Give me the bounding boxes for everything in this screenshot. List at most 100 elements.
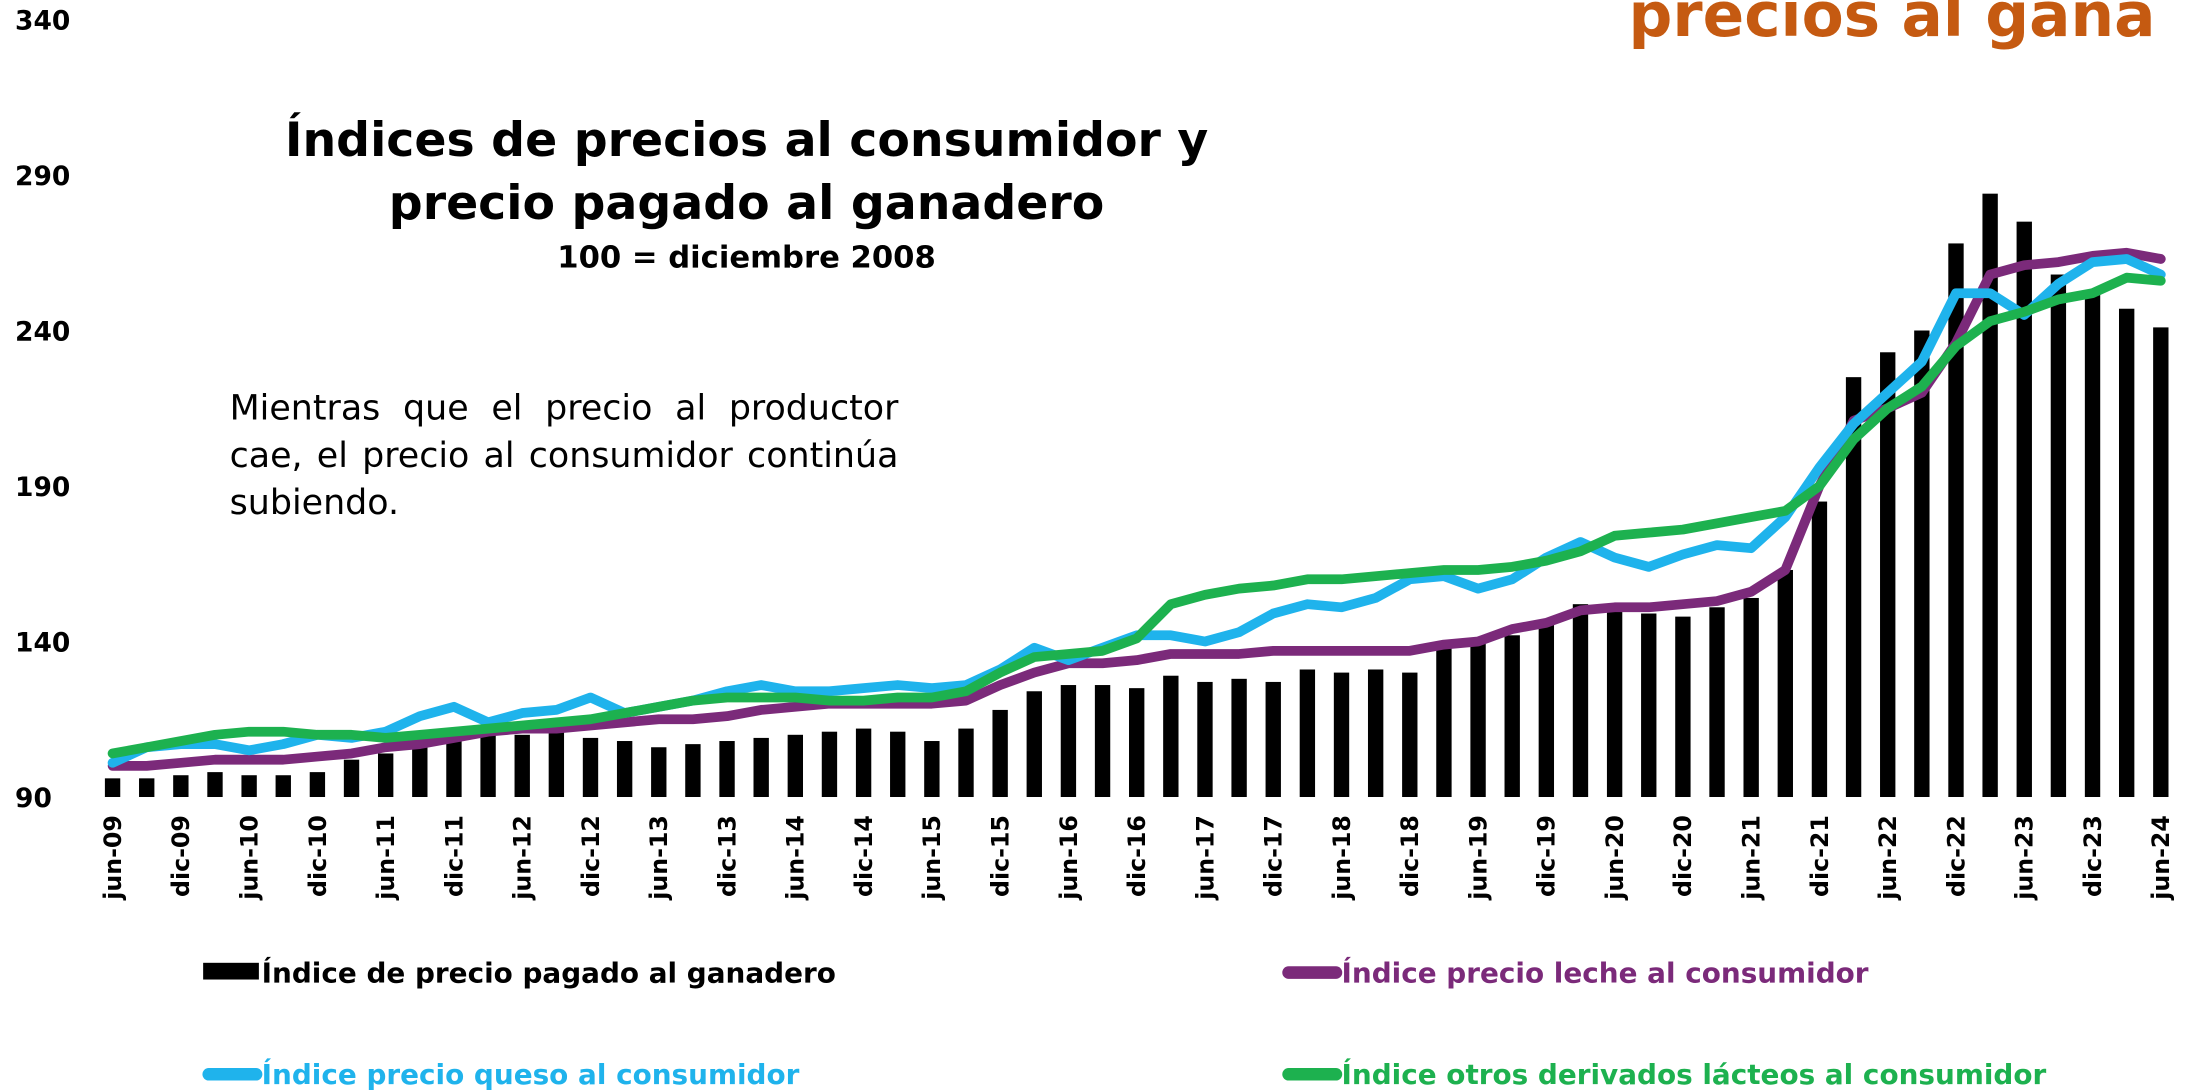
bar — [1265, 681, 1281, 798]
bar — [1709, 607, 1725, 798]
bar — [1777, 569, 1793, 798]
bar — [377, 753, 394, 798]
x-tick-label: jun-20 — [1601, 815, 1629, 901]
x-tick-label: dic-17 — [1260, 815, 1288, 897]
bar — [514, 734, 530, 798]
bar — [2050, 274, 2067, 798]
bar — [958, 728, 974, 798]
x-tick-label: dic-10 — [304, 815, 332, 897]
bar — [275, 775, 291, 798]
bar — [1402, 672, 1418, 798]
chart-title: Índices de precios al consumidor y — [285, 111, 1209, 168]
bar — [1163, 675, 1179, 798]
bar — [719, 741, 735, 798]
x-tick-label: jun-18 — [1328, 815, 1356, 901]
legend-swatch — [203, 962, 259, 980]
bar — [1641, 613, 1657, 798]
x-tick-label: jun-17 — [1191, 815, 1219, 901]
bar — [1914, 330, 1930, 798]
x-tick-label: jun-23 — [2011, 815, 2039, 901]
x-tick-label: dic-11 — [440, 815, 468, 897]
bar — [446, 734, 462, 798]
bar — [753, 737, 769, 798]
bar — [139, 778, 155, 798]
x-tick-label: jun-16 — [1055, 815, 1083, 901]
x-tick-label: dic-15 — [987, 815, 1015, 897]
bar — [1470, 641, 1486, 798]
y-tick-label: 290 — [15, 161, 70, 192]
bar — [1197, 681, 1213, 798]
annotation-box: Mientras que el precio al productor cae,… — [229, 387, 899, 523]
bar — [2084, 290, 2101, 798]
y-tick-label: 190 — [15, 472, 70, 503]
bar — [821, 731, 838, 798]
x-tick-label: dic-09 — [167, 815, 195, 897]
bar — [1504, 635, 1520, 798]
line — [107, 272, 2166, 759]
x-tick-label: jun-09 — [99, 815, 127, 901]
bar — [1538, 622, 1555, 798]
bar — [1880, 352, 1896, 798]
overlay-title: precios al gana — [1629, 0, 2156, 51]
bar — [1675, 616, 1691, 798]
bar — [992, 709, 1008, 798]
y-tick-label: 140 — [15, 627, 70, 658]
bar — [309, 772, 326, 798]
y-tick-label: 340 — [15, 5, 70, 36]
bar — [1743, 597, 1759, 798]
x-tick-label: dic-14 — [850, 815, 878, 897]
bar — [616, 741, 633, 798]
bar — [1129, 688, 1145, 798]
x-tick-label: jun-24 — [2147, 815, 2175, 901]
bar — [2118, 308, 2135, 798]
x-tick-label: jun-12 — [509, 815, 537, 901]
bar — [1845, 377, 1862, 798]
y-tick-label: 90 — [15, 783, 52, 814]
legend-label: Índice de precio pagado al ganadero — [262, 955, 836, 989]
bar — [685, 744, 701, 798]
bar — [855, 728, 872, 798]
bar — [1231, 678, 1247, 798]
bar — [1060, 685, 1077, 798]
bar — [1811, 501, 1828, 798]
x-tick-label: dic-18 — [1396, 815, 1424, 897]
bar — [2153, 327, 2169, 798]
bar — [582, 737, 599, 798]
bar — [787, 734, 804, 798]
x-tick-label: jun-14 — [782, 815, 810, 901]
bar — [207, 772, 223, 798]
x-tick-label: dic-23 — [2079, 815, 2107, 897]
legend-label: Índice precio leche al consumidor — [1342, 955, 1869, 989]
bar — [1367, 669, 1384, 798]
bar — [1436, 647, 1452, 798]
bar — [1606, 610, 1623, 798]
x-tick-label: jun-11 — [372, 815, 400, 901]
bar — [1948, 243, 1964, 798]
x-tick-label: dic-12 — [577, 815, 605, 897]
x-tick-label: jun-22 — [1874, 815, 1902, 901]
legend-label: Índice precio queso al consumidor — [262, 1057, 800, 1091]
bar — [548, 728, 565, 798]
bar — [924, 741, 940, 798]
x-tick-label: dic-16 — [1123, 815, 1151, 897]
bar — [890, 731, 906, 798]
x-tick-label: jun-19 — [1464, 815, 1492, 901]
x-tick-label: dic-22 — [1942, 815, 1970, 897]
bar — [1333, 672, 1350, 798]
x-tick-label: dic-13 — [713, 815, 741, 897]
bar — [480, 731, 496, 798]
bar — [1094, 685, 1111, 798]
bar — [412, 744, 428, 798]
x-tick-label: dic-20 — [1669, 815, 1697, 897]
x-tick-label: jun-15 — [918, 815, 946, 901]
x-tick-label: jun-13 — [645, 815, 673, 901]
bar — [1299, 669, 1316, 798]
chart-subtitle: 100 = diciembre 2008 — [557, 241, 936, 276]
annotation: Mientras que el precio al productor cae,… — [229, 387, 899, 523]
x-tick-label: jun-21 — [1738, 815, 1766, 901]
bar — [2016, 221, 2032, 798]
chart-title: precio pagado al ganadero — [389, 176, 1104, 231]
bar — [343, 759, 360, 798]
